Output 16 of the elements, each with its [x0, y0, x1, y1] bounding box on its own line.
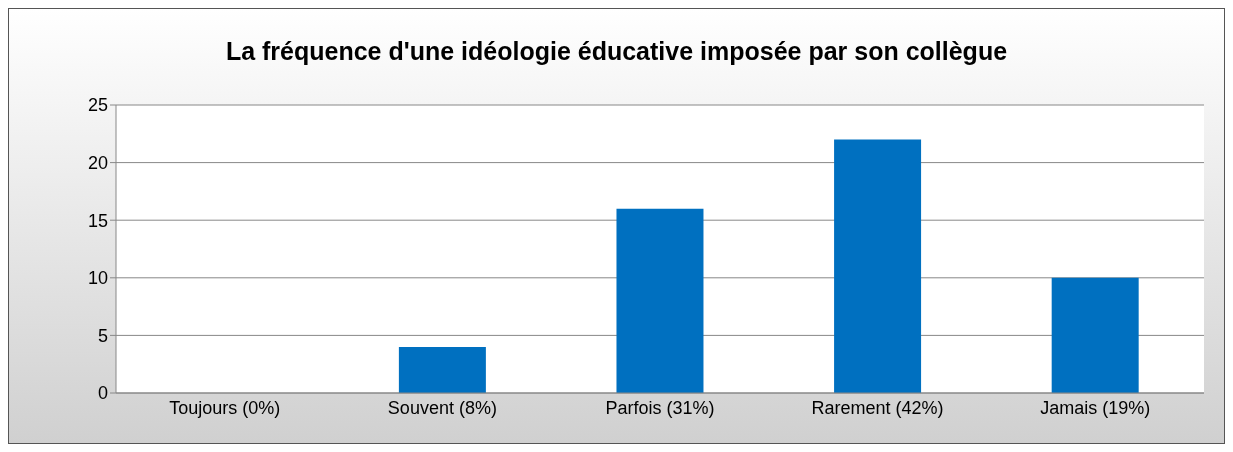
bar: [616, 208, 704, 393]
y-tick-label: 0: [97, 383, 108, 404]
y-tick-label: 25: [87, 95, 108, 116]
chart-title: La fréquence d'une idéologie éducative imposée par son collègue: [224, 37, 1009, 66]
x-tick-label: Jamais (19%): [1040, 397, 1151, 418]
bar: [1051, 277, 1139, 393]
bar: [398, 346, 486, 393]
x-tick-label: Rarement (42%): [811, 397, 944, 418]
y-tick-label: 20: [87, 152, 108, 173]
y-tick-label: 10: [87, 268, 108, 289]
y-tick-label: 5: [97, 325, 108, 346]
x-tick-label: Toujours (0%): [169, 397, 281, 418]
x-tick-label: Parfois (31%): [605, 397, 715, 418]
bar: [834, 139, 922, 393]
y-tick-label: 15: [87, 210, 108, 231]
x-tick-label: Souvent (8%): [387, 397, 497, 418]
